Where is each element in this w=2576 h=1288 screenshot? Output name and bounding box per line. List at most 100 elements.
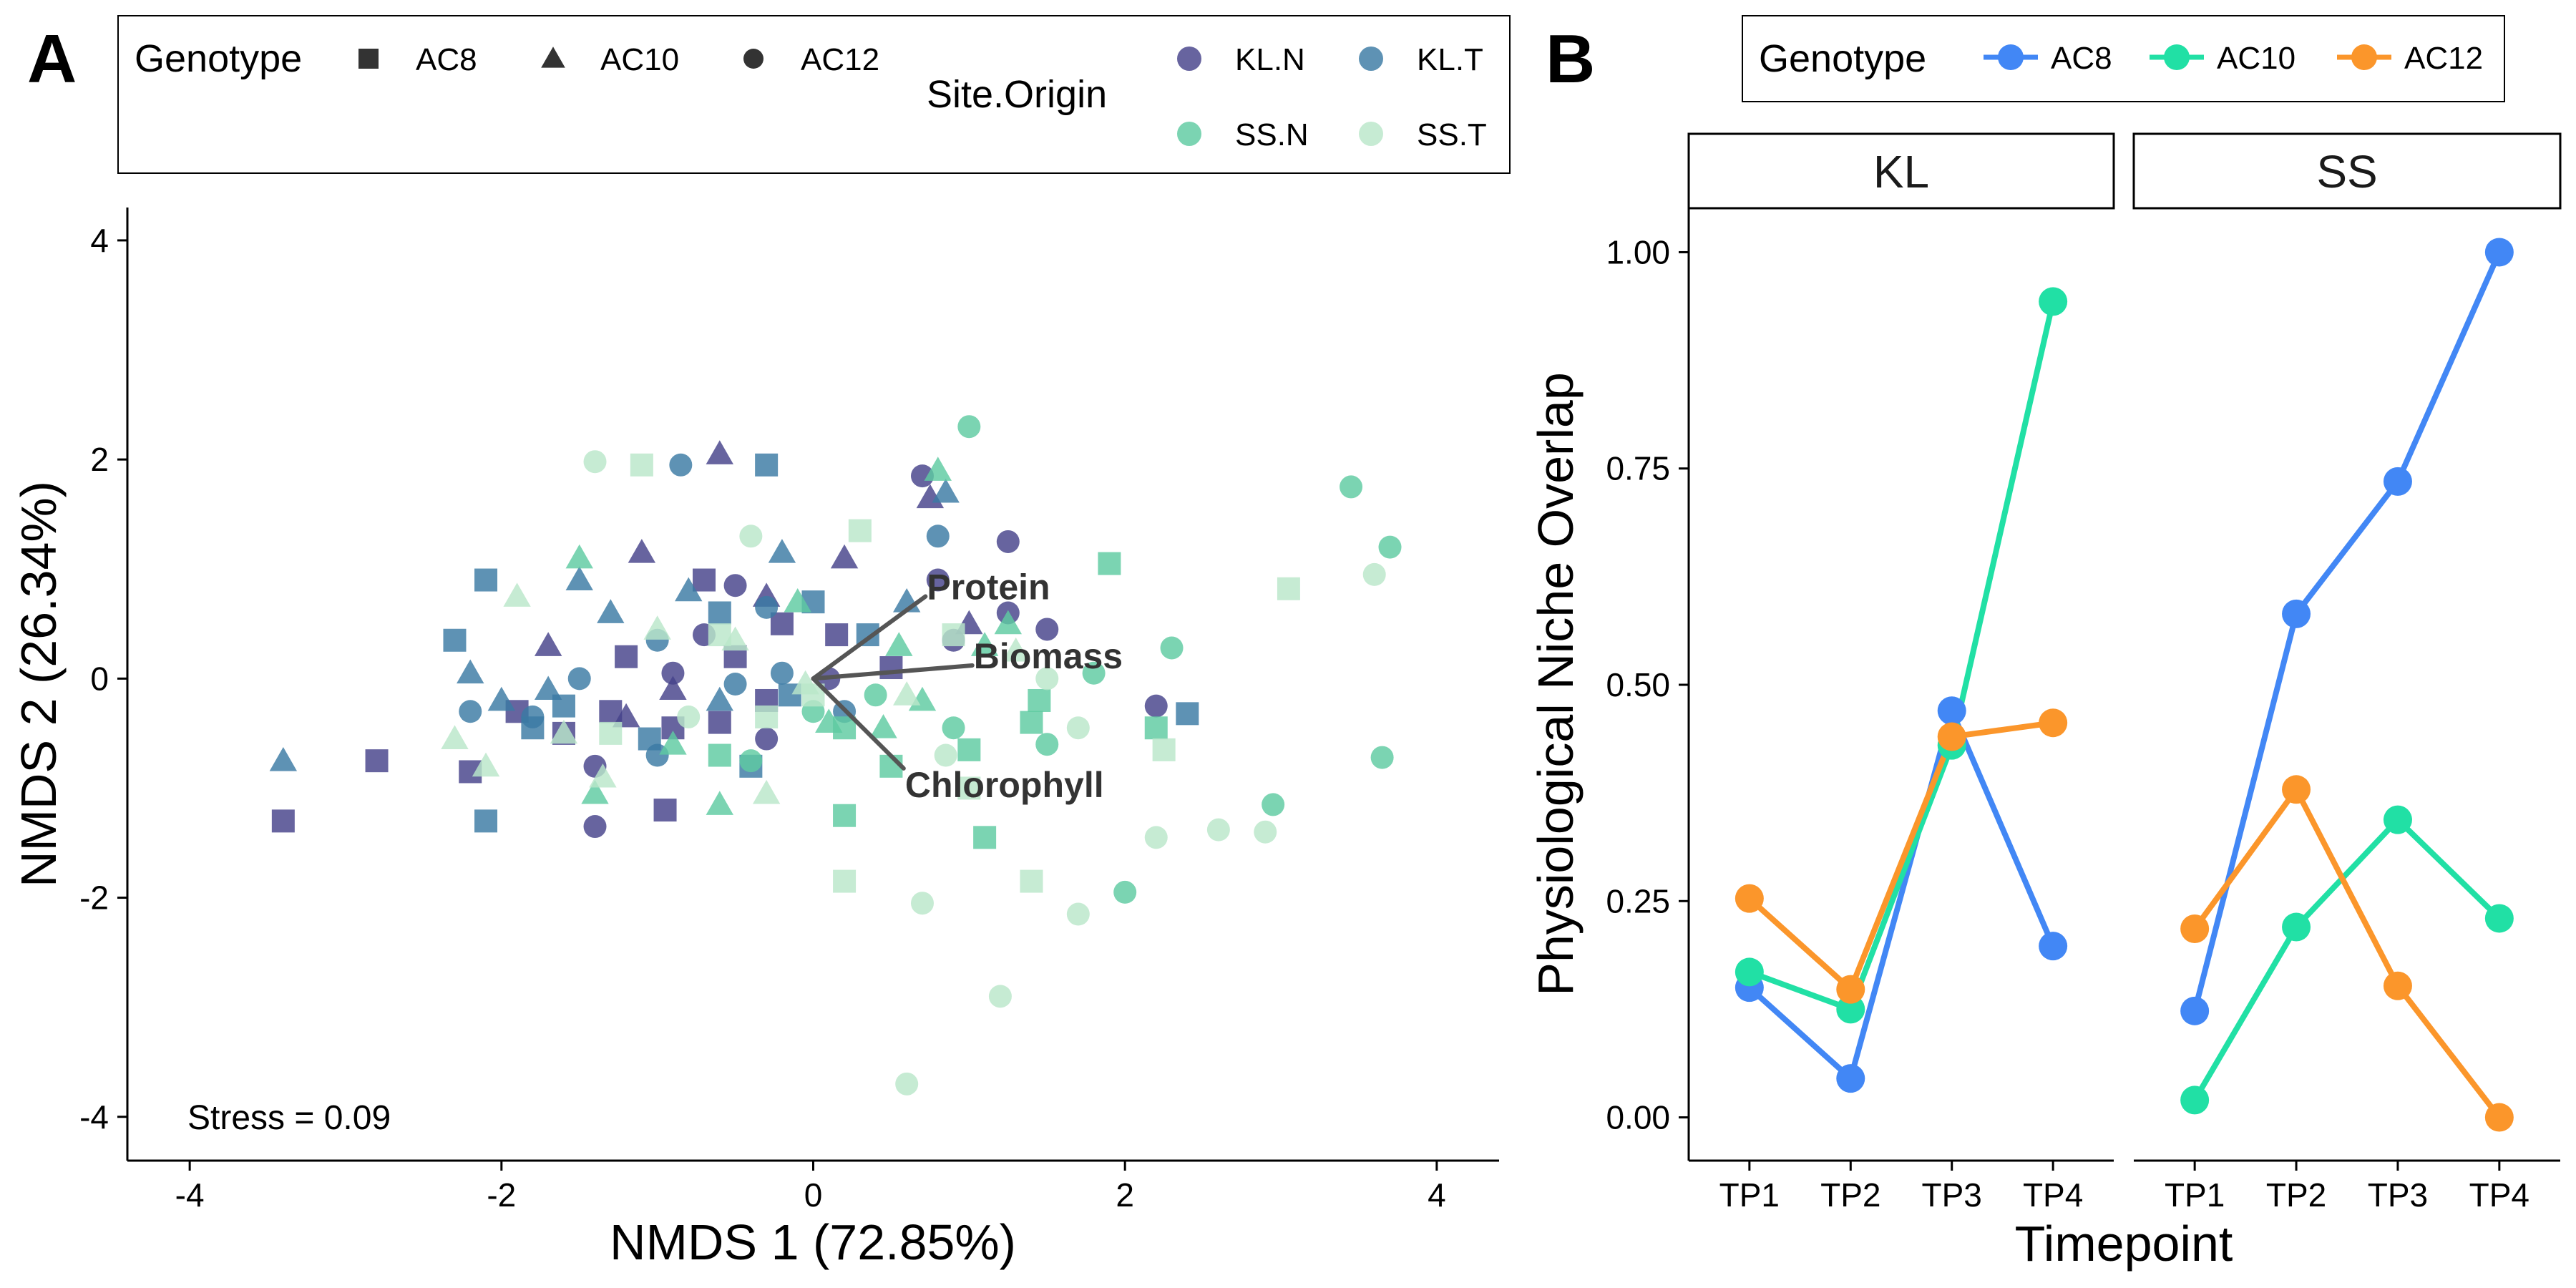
nmds-point bbox=[630, 453, 653, 477]
nmds-point bbox=[784, 587, 811, 613]
nmds-point bbox=[534, 632, 562, 656]
panel-b-legend-title: Genotype bbox=[1759, 37, 1926, 80]
overlap-x-tick-label: TP3 bbox=[1922, 1176, 1982, 1214]
nmds-point bbox=[565, 544, 593, 569]
panel-b-legend-key bbox=[2164, 44, 2190, 70]
nmds-point bbox=[1035, 733, 1059, 756]
nmds-point bbox=[661, 661, 685, 685]
genotype-legend-key bbox=[541, 47, 565, 68]
nmds-point bbox=[755, 453, 779, 477]
site-origin-legend-label: KL.N bbox=[1235, 42, 1305, 77]
overlap-y-axis-title: Physiological Niche Overlap bbox=[1528, 372, 1584, 996]
facet-strip-ss-label: SS bbox=[2316, 146, 2377, 197]
nmds-point bbox=[934, 743, 957, 767]
overlap-point bbox=[2039, 708, 2068, 738]
nmds-point bbox=[677, 705, 701, 728]
nmds-point bbox=[612, 703, 640, 728]
nmds-point bbox=[271, 809, 295, 833]
overlap-point bbox=[1937, 696, 1966, 726]
overlap-y-tick-label: 0.50 bbox=[1606, 666, 1670, 703]
overlap-x-tick-label: TP4 bbox=[2469, 1176, 2529, 1214]
nmds-point bbox=[457, 659, 484, 684]
nmds-point bbox=[1066, 716, 1090, 740]
nmds-point bbox=[957, 738, 981, 761]
nmds-point bbox=[365, 749, 389, 773]
overlap-point bbox=[2484, 1103, 2514, 1132]
nmds-vector-label: Chlorophyll bbox=[905, 765, 1104, 805]
panel-a: A Genotype AC8 AC10 AC12 Site.Origin KL.N K… bbox=[11, 15, 1511, 1270]
nmds-point bbox=[770, 661, 794, 685]
nmds-point bbox=[791, 670, 819, 695]
nmds-y-tick-label: 4 bbox=[90, 222, 109, 259]
nmds-point bbox=[973, 826, 997, 849]
overlap-series-line bbox=[1747, 720, 2054, 992]
overlap-point bbox=[2180, 1085, 2210, 1115]
site-origin-legend-keys: KL.N KL.T SS.N SS.T bbox=[1177, 42, 1487, 152]
nmds-point bbox=[708, 601, 731, 625]
nmds-point bbox=[581, 779, 609, 804]
overlap-point bbox=[1735, 957, 1764, 987]
nmds-point bbox=[1144, 716, 1168, 740]
nmds-point bbox=[1277, 577, 1300, 600]
facet-strip-kl-box bbox=[1687, 132, 2115, 210]
nmds-point bbox=[926, 525, 950, 548]
nmds-point bbox=[864, 683, 887, 707]
nmds-point bbox=[472, 752, 500, 777]
nmds-point bbox=[910, 464, 934, 488]
nmds-point bbox=[708, 743, 731, 767]
nmds-point bbox=[1370, 746, 1394, 769]
site-origin-legend-key bbox=[1359, 47, 1383, 71]
nmds-point bbox=[895, 1072, 919, 1096]
overlap-lines bbox=[1735, 238, 2514, 1132]
nmds-point bbox=[752, 779, 781, 804]
nmds-point bbox=[503, 582, 531, 607]
nmds-point bbox=[706, 440, 733, 464]
nmds-point bbox=[1035, 618, 1059, 641]
site-origin-legend-title: Site.Origin bbox=[927, 73, 1107, 116]
nmds-point bbox=[768, 539, 796, 563]
nmds-point bbox=[659, 731, 687, 755]
nmds-point bbox=[994, 610, 1023, 635]
nmds-point bbox=[521, 705, 545, 728]
nmds-point bbox=[825, 623, 849, 647]
overlap-series-line bbox=[2192, 816, 2502, 1102]
nmds-point bbox=[1254, 820, 1277, 844]
overlap-series-line bbox=[1747, 708, 2056, 1082]
panel-b-legend-label: AC8 bbox=[2051, 41, 2112, 76]
overlap-x-tick-label: TP4 bbox=[2023, 1176, 2083, 1214]
overlap-point bbox=[2180, 996, 2210, 1025]
nmds-point bbox=[487, 686, 516, 711]
nmds-points bbox=[269, 415, 1402, 1096]
nmds-point bbox=[988, 985, 1012, 1008]
nmds-point bbox=[1152, 738, 1176, 761]
panel-b-legend-keys: AC8 AC10 AC12 bbox=[1984, 41, 2483, 76]
nmds-vector-label: Protein bbox=[927, 567, 1050, 608]
nmds-point bbox=[1066, 902, 1090, 926]
nmds-point bbox=[910, 892, 934, 915]
nmds-point bbox=[459, 700, 482, 723]
nmds-x-tick-label: -2 bbox=[487, 1176, 516, 1214]
nmds-point bbox=[1020, 711, 1043, 734]
nmds-vector-line bbox=[811, 676, 906, 771]
overlap-point bbox=[2282, 775, 2311, 804]
panel-b-legend-label: AC12 bbox=[2404, 41, 2483, 76]
overlap-point bbox=[1836, 995, 1865, 1024]
overlap-series-line bbox=[2192, 250, 2502, 1012]
overlap-point bbox=[2039, 287, 2068, 316]
overlap-x-tick-label: TP2 bbox=[1820, 1176, 1880, 1214]
nmds-point bbox=[721, 626, 749, 651]
overlap-point bbox=[1937, 722, 1966, 751]
overlap-point bbox=[2484, 904, 2514, 933]
site-origin-legend-key bbox=[1177, 47, 1201, 71]
nmds-point bbox=[1144, 826, 1168, 849]
panel-b-legend-key bbox=[1998, 44, 2024, 70]
overlap-point bbox=[2383, 971, 2412, 1000]
overlap-y-tick-label: 0.75 bbox=[1606, 450, 1670, 487]
overlap-point bbox=[1836, 975, 1865, 1004]
nmds-point bbox=[755, 595, 779, 619]
nmds-point bbox=[755, 705, 779, 728]
overlap-point bbox=[2282, 912, 2311, 942]
genotype-legend-key bbox=[358, 49, 379, 69]
